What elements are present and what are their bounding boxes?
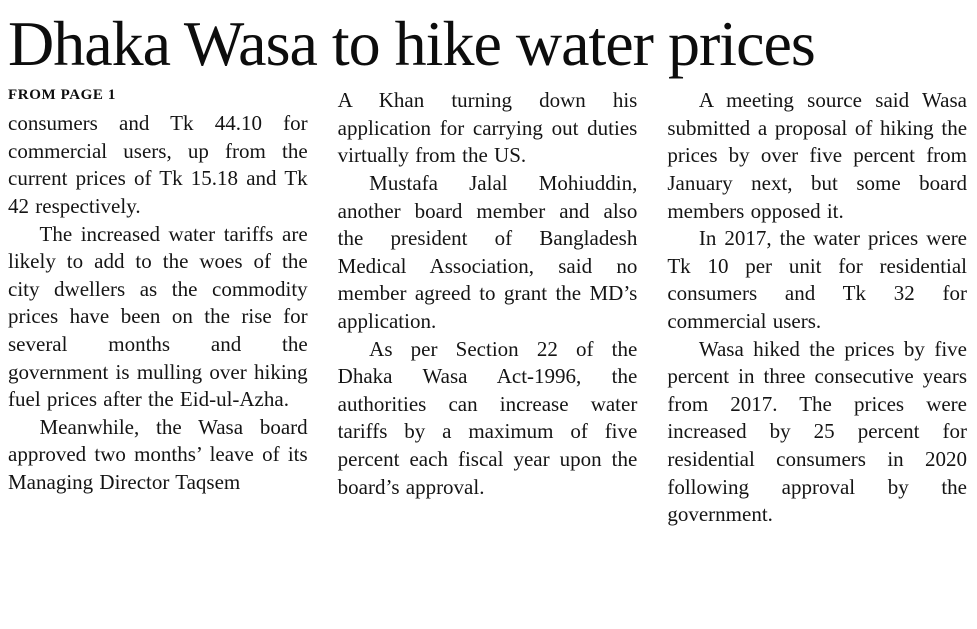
article-paragraph: In 2017, the water prices were Tk 10 per… <box>667 226 968 333</box>
article-column-3: A meeting source said Wasa submitted a p… <box>667 87 967 529</box>
article-paragraph: A Khan turning down his application for … <box>337 88 638 168</box>
article-paragraph: Mustafa Jalal Mohiuddin, another board m… <box>337 170 638 333</box>
article-paragraph: A meeting source said Wasa submitted a p… <box>667 88 968 223</box>
article-paragraph: The increased water tariffs are likely t… <box>8 221 308 412</box>
article-paragraph: As per Section 22 of the Dhaka Wasa Act-… <box>337 336 638 499</box>
article-paragraph: Meanwhile, the Wasa board approved two m… <box>8 414 308 494</box>
continued-from-kicker: FROM PAGE 1 <box>8 87 116 104</box>
article-headline: Dhaka Wasa to hike water prices <box>8 8 816 79</box>
article-paragraph: consumers and Tk 44.10 for commercial us… <box>8 111 308 218</box>
article-columns: FROM PAGE 1 consumers and Tk 44.10 for c… <box>8 87 967 529</box>
article-paragraph: Wasa hiked the prices by five percent in… <box>667 336 968 527</box>
article-column-2: A Khan turning down his application for … <box>338 87 638 501</box>
article-column-1: FROM PAGE 1 consumers and Tk 44.10 for c… <box>8 87 308 496</box>
